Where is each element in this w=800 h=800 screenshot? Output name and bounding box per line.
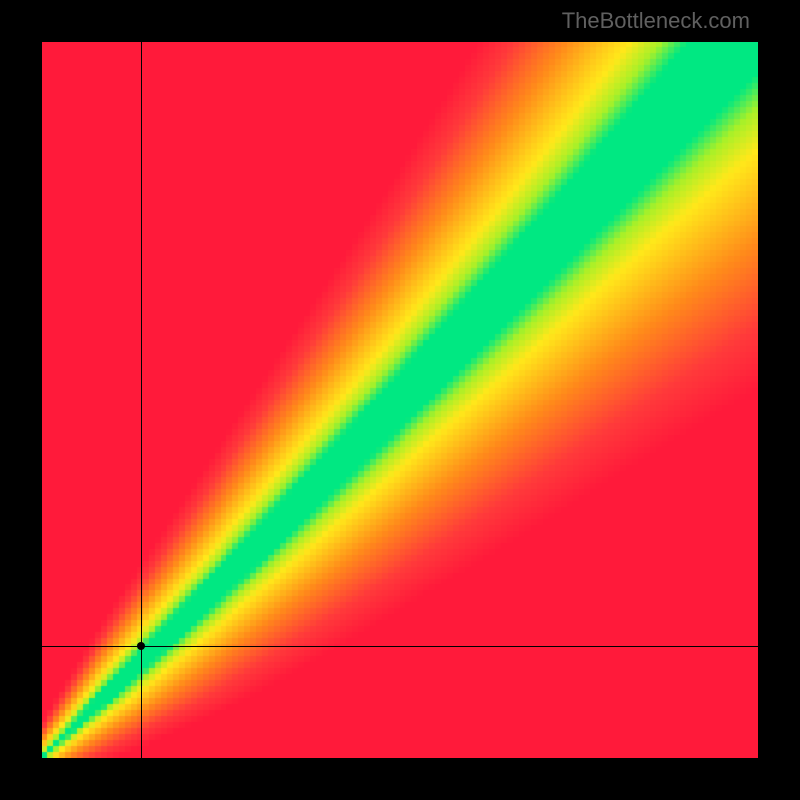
- chart-container: TheBottleneck.com: [0, 0, 800, 800]
- crosshair-horizontal: [42, 646, 758, 647]
- crosshair-vertical: [141, 42, 142, 758]
- watermark-text: TheBottleneck.com: [562, 8, 750, 34]
- marker-dot: [137, 642, 145, 650]
- plot-area: [42, 42, 758, 758]
- heatmap-canvas: [42, 42, 758, 758]
